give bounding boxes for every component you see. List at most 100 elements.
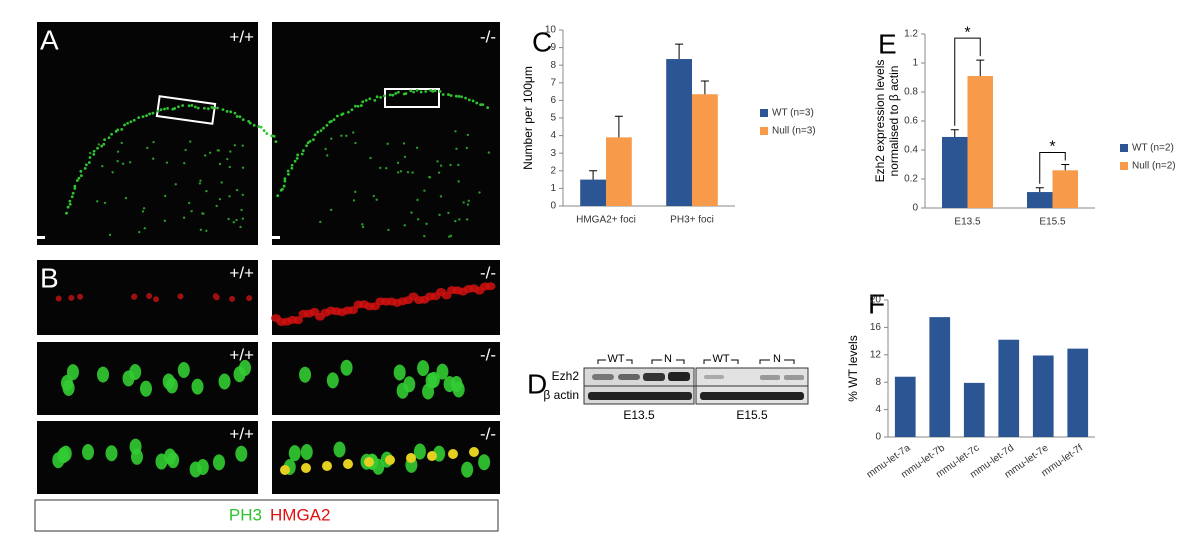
hmga2-cell (212, 293, 219, 300)
cell-dot (416, 198, 419, 202)
cell-dot (431, 89, 435, 93)
cell-dot (71, 191, 75, 195)
hmga2-cell (146, 293, 153, 300)
legend-swatch (760, 127, 768, 135)
legend-swatch (760, 109, 768, 117)
nucleus (288, 445, 301, 462)
error-bar (589, 170, 598, 180)
cell-dot (354, 141, 357, 145)
blot-group: N (664, 353, 672, 365)
cell-dot (79, 169, 83, 173)
nucleus (393, 364, 406, 381)
cell-dot (190, 209, 193, 213)
merge-cell (385, 455, 395, 465)
bar (580, 179, 606, 206)
cell-dot (239, 225, 242, 229)
cell-dot (126, 121, 129, 125)
cell-dot (235, 218, 238, 222)
cell-dot (88, 156, 92, 159)
cell-dot (75, 179, 79, 182)
cell-dot (350, 108, 354, 112)
y-axis-title: Ezh2 expression levels (873, 60, 887, 183)
cell-dot (182, 216, 186, 219)
cell-dot (96, 200, 99, 203)
x-tick-label: HMGA2+ foci (576, 215, 636, 226)
cell-dot (166, 106, 169, 110)
cell-dot (89, 151, 92, 155)
hmga2-cell (153, 296, 160, 303)
cell-dot (454, 130, 457, 133)
nucleus (165, 377, 178, 394)
cell-dot (143, 227, 147, 230)
cell-dot (419, 90, 423, 94)
hmga2-cell (68, 294, 75, 301)
cell-dot (102, 142, 106, 146)
merge-cell (364, 457, 374, 467)
nucleus (436, 363, 449, 380)
cell-dot (396, 161, 400, 165)
merge-cell (448, 449, 458, 459)
nucleus (238, 359, 251, 376)
merge-cell (280, 465, 290, 475)
cell-dot (409, 89, 413, 93)
label-bg (711, 354, 731, 364)
band (784, 375, 804, 380)
band (760, 375, 780, 380)
cell-dot (286, 169, 290, 173)
genotype: -/- (480, 424, 496, 443)
cell-dot (190, 104, 194, 107)
cell-dot (199, 179, 202, 182)
cell-dot (83, 167, 87, 170)
cell-dot (455, 147, 458, 151)
nucleus (417, 360, 430, 377)
cell-dot (228, 165, 231, 169)
cell-dot (439, 195, 443, 198)
cell-dot (441, 93, 445, 96)
cell-dot (165, 161, 169, 164)
cell-dot (464, 96, 467, 100)
nucleus (196, 459, 209, 476)
y-tick-label: 10 (545, 25, 557, 36)
legend-label: WT (n=3) (772, 108, 814, 119)
nucleus (130, 448, 143, 465)
cell-dot (145, 114, 148, 118)
stain-label: HMGA2 (270, 505, 330, 524)
cell-dot (438, 90, 442, 93)
nucleus (413, 443, 426, 460)
cell-dot (364, 98, 368, 102)
cell-dot (458, 218, 461, 221)
cell-dot (183, 161, 186, 165)
nucleus (478, 454, 491, 471)
hmga2-cell (441, 291, 452, 300)
blot-stage: E13.5 (623, 408, 655, 422)
cell-dot (87, 161, 91, 164)
cell-dot (108, 233, 112, 237)
y-tick-label: 1 (550, 183, 556, 194)
y-tick-label: 9 (550, 42, 556, 53)
cell-dot (340, 134, 343, 137)
hmga2-cell (177, 293, 184, 300)
cell-dot (312, 138, 315, 142)
nucleus (97, 366, 110, 383)
cell-dot (120, 127, 124, 131)
bar (606, 137, 632, 206)
y-tick-label: 6 (550, 95, 556, 106)
nucleus (450, 375, 463, 392)
cell-dot (121, 162, 125, 166)
cell-dot (460, 95, 463, 99)
y-tick-label: 0 (912, 203, 918, 214)
cell-dot (437, 171, 441, 174)
error-bar (950, 129, 959, 137)
y-axis-title: % WT levels (846, 335, 860, 401)
cell-dot (410, 211, 413, 214)
blot-group: WT (712, 353, 729, 365)
nucleus (403, 376, 416, 393)
cell-dot (345, 134, 348, 138)
cell-dot (467, 98, 471, 102)
legend-label: Null (n=2) (1132, 161, 1176, 172)
cell-dot (283, 177, 287, 181)
band (700, 392, 804, 400)
cell-dot (241, 144, 244, 147)
cell-dot (274, 140, 278, 144)
cell-dot (322, 126, 325, 130)
